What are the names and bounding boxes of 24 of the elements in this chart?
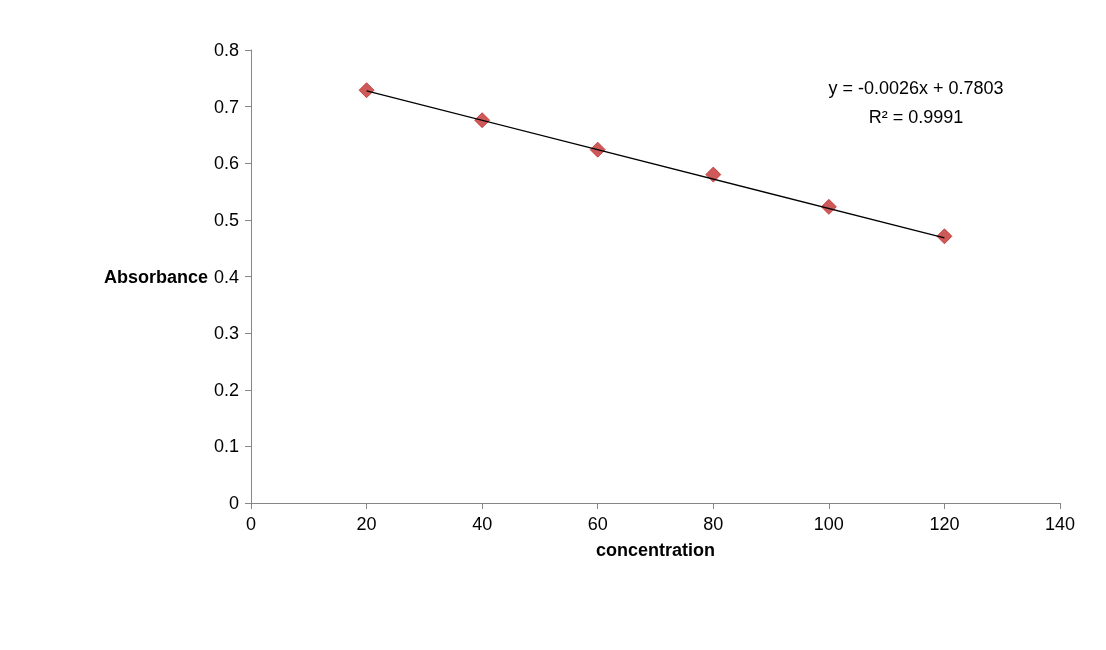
y-tick-label: 0.3 [213,323,239,344]
y-axis-title: Absorbance [104,266,209,287]
x-tick-label: 80 [703,514,724,534]
x-axis-title: concentration [595,540,716,560]
x-tick-label: 140 [1044,514,1076,534]
point [705,166,722,183]
y-tick-label: 0.6 [213,153,239,174]
annotation: R² = 0.9991 [868,107,964,127]
y-tick-label: 0.5 [213,209,239,230]
x-tick-label: 60 [587,514,608,534]
x-tick-label: 0 [245,514,257,534]
x-tick-label: 120 [929,514,960,534]
x-tick-label: 100 [813,514,844,534]
y-tick-label: 0.1 [213,436,239,457]
y-tick-label: 0.8 [213,40,239,60]
x-tick-label: 40 [472,514,493,534]
y-tick-label: 0 [228,493,239,513]
y-tick-label: 0.4 [213,266,239,287]
point [936,228,953,245]
point [358,82,375,99]
y-tick-label: 0.7 [213,96,239,117]
annotation: y = -0.0026x + 0.7803 [828,78,1004,98]
x-tick-label: 20 [356,514,377,534]
y-tick-label: 0.2 [213,379,239,400]
